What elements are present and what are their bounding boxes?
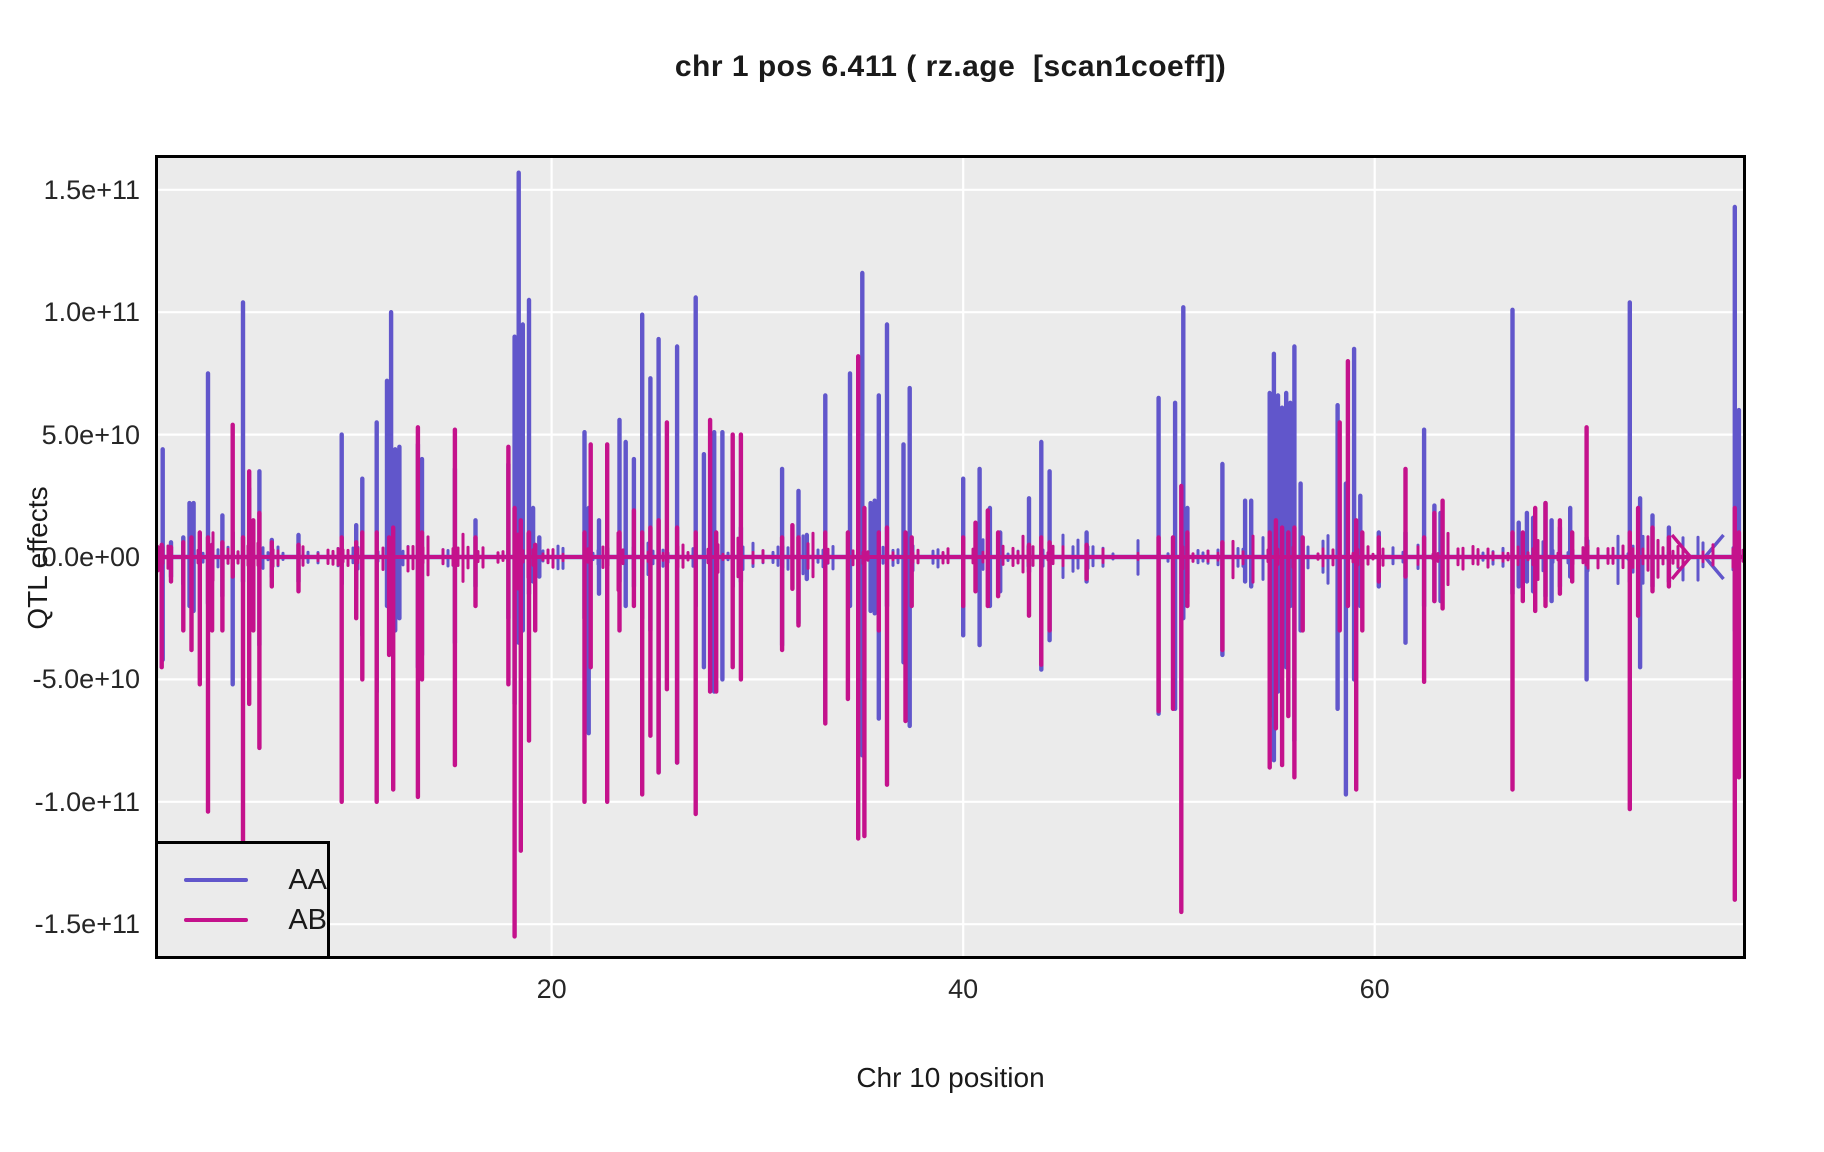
x-tick-label-20: 20 bbox=[536, 974, 567, 1004]
legend-label-ab: AB bbox=[288, 903, 327, 936]
ab-series-path bbox=[159, 354, 1742, 939]
x-tick-label-60: 60 bbox=[1359, 974, 1390, 1004]
y-tick-label--5.0e+10: -5.0e+10 bbox=[32, 664, 140, 695]
y-tick-label-0.0e+00: 0.0e+00 bbox=[41, 542, 140, 572]
chart-title: chr 1 pos 6.411 ( rz.age [scan1coeff]) bbox=[674, 50, 1227, 83]
legend-item-ab: AB bbox=[158, 900, 327, 940]
legend-label-aa: AA bbox=[288, 863, 327, 896]
legend-item-aa: AA bbox=[158, 860, 327, 900]
ab-chevron bbox=[1670, 533, 1693, 581]
legend: AA AB bbox=[155, 841, 330, 959]
plot-area bbox=[158, 158, 1743, 956]
y-tick-label-1.0e+11: 1.0e+11 bbox=[43, 297, 140, 328]
aa-line-swatch bbox=[184, 878, 249, 882]
x-axis-title: Chr 10 position bbox=[856, 1062, 1045, 1093]
y-tick-label-1.5e+11: 1.5e+11 bbox=[43, 174, 140, 205]
y-tick-label-5.0e+10: 5.0e+10 bbox=[41, 419, 140, 450]
x-tick-label-40: 40 bbox=[948, 974, 979, 1004]
y-tick-label--1.0e+11: -1.0e+11 bbox=[34, 786, 140, 817]
aa-series-path bbox=[160, 170, 1742, 797]
ab-line-swatch bbox=[184, 918, 249, 922]
y-axis-title: QTL effects bbox=[22, 486, 53, 630]
y-tick-label--1.5e+11: -1.5e+11 bbox=[34, 909, 140, 940]
